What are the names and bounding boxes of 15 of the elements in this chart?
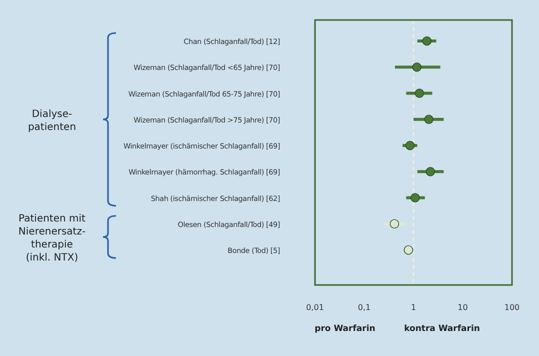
text: Patienten mit Nierenersatz- therapie (inkl. NTX) (18, 213, 86, 264)
point (422, 36, 432, 46)
x-tick-label: 10 (458, 303, 468, 312)
text: Dialyse- patienten (28, 108, 76, 133)
point (424, 114, 434, 124)
point (404, 245, 414, 255)
text: pro Warfarin (314, 324, 376, 334)
x-tick-label: 0,1 (358, 303, 371, 312)
x-tick-label: 1 (410, 303, 416, 312)
point (405, 140, 415, 150)
point (410, 193, 420, 202)
point (426, 166, 436, 176)
x-tick-label: 0,01 (306, 303, 324, 312)
x-tick-label: 100 (504, 303, 520, 312)
text: kontra Warfarin (404, 324, 480, 334)
